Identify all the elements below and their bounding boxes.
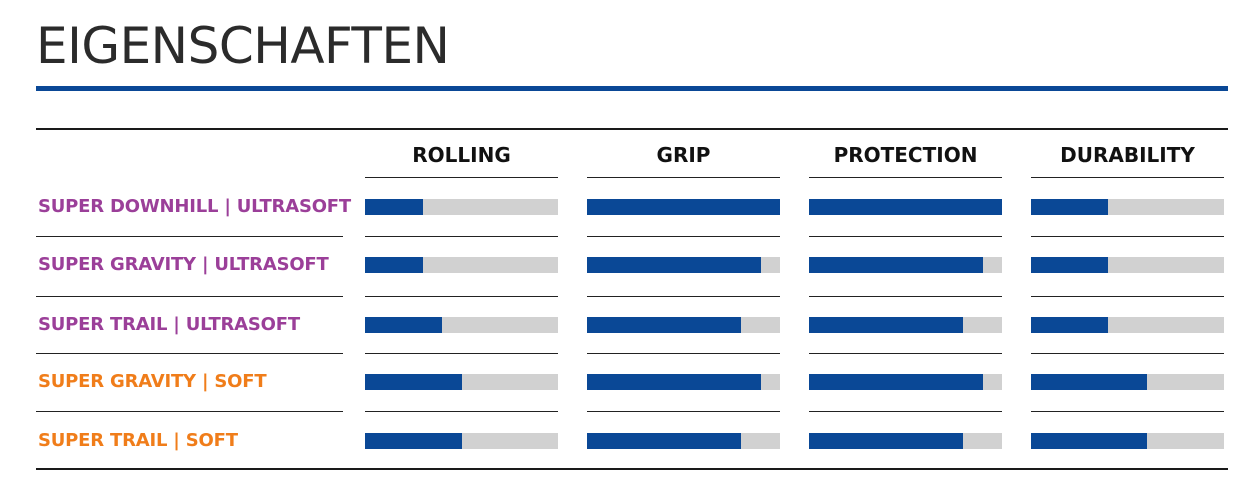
bar-track (365, 317, 558, 333)
bar-track (365, 257, 558, 273)
row-separator (809, 411, 1002, 412)
row-separator (587, 236, 780, 237)
bar-track (587, 374, 780, 390)
bar-track (1031, 374, 1224, 390)
column-header-durability: DURABILITY (1060, 143, 1195, 167)
bar-track (1031, 257, 1224, 273)
title-underline (36, 86, 1228, 91)
bar-track (365, 374, 558, 390)
row-separator (36, 411, 343, 412)
bar-track (1031, 199, 1224, 215)
row-separator (36, 236, 343, 237)
bar-track (365, 433, 558, 449)
row-separator (365, 411, 558, 412)
bar-durability (1031, 199, 1108, 215)
bar-rolling (365, 257, 423, 273)
row-separator (365, 353, 558, 354)
row-label: SUPER TRAIL | SOFT (38, 430, 238, 451)
bar-protection (809, 257, 983, 273)
bar-track (809, 317, 1002, 333)
bar-track (809, 374, 1002, 390)
row-separator (36, 353, 343, 354)
row-separator (587, 353, 780, 354)
bar-track (809, 433, 1002, 449)
page-title: EIGENSCHAFTEN (36, 17, 450, 75)
bar-track (587, 433, 780, 449)
bar-track (587, 317, 780, 333)
column-header-protection: PROTECTION (833, 143, 978, 167)
bar-durability (1031, 433, 1147, 449)
bar-grip (587, 374, 761, 390)
bar-durability (1031, 374, 1147, 390)
column-header-underline (809, 177, 1002, 178)
table-top-rule (36, 128, 1228, 130)
column-header-underline (587, 177, 780, 178)
column-header-grip: GRIP (656, 143, 711, 167)
bar-track (587, 257, 780, 273)
row-label: SUPER DOWNHILL | ULTRASOFT (38, 196, 351, 217)
row-separator (365, 296, 558, 297)
bar-track (809, 199, 1002, 215)
table-bottom-rule (36, 468, 1228, 470)
row-separator (365, 236, 558, 237)
bar-grip (587, 317, 741, 333)
row-separator (1031, 411, 1224, 412)
column-header-underline (1031, 177, 1224, 178)
bar-protection (809, 374, 983, 390)
row-separator (809, 296, 1002, 297)
row-label: SUPER TRAIL | ULTRASOFT (38, 314, 300, 335)
row-separator (809, 353, 1002, 354)
bar-protection (809, 199, 1002, 215)
bar-grip (587, 199, 780, 215)
bar-track (365, 199, 558, 215)
bar-durability (1031, 317, 1108, 333)
row-separator (587, 411, 780, 412)
row-separator (1031, 353, 1224, 354)
row-separator (1031, 236, 1224, 237)
bar-rolling (365, 199, 423, 215)
bar-rolling (365, 317, 442, 333)
row-label: SUPER GRAVITY | ULTRASOFT (38, 254, 329, 275)
bar-protection (809, 433, 963, 449)
bar-grip (587, 257, 761, 273)
row-separator (587, 296, 780, 297)
bar-durability (1031, 257, 1108, 273)
bar-track (587, 199, 780, 215)
bar-track (809, 257, 1002, 273)
bar-track (1031, 433, 1224, 449)
bar-rolling (365, 374, 462, 390)
bar-grip (587, 433, 741, 449)
row-separator (36, 296, 343, 297)
row-separator (809, 236, 1002, 237)
column-header-underline (365, 177, 558, 178)
bar-track (1031, 317, 1224, 333)
row-separator (1031, 296, 1224, 297)
bar-protection (809, 317, 963, 333)
column-header-rolling: ROLLING (412, 143, 511, 167)
row-label: SUPER GRAVITY | SOFT (38, 371, 267, 392)
bar-rolling (365, 433, 462, 449)
